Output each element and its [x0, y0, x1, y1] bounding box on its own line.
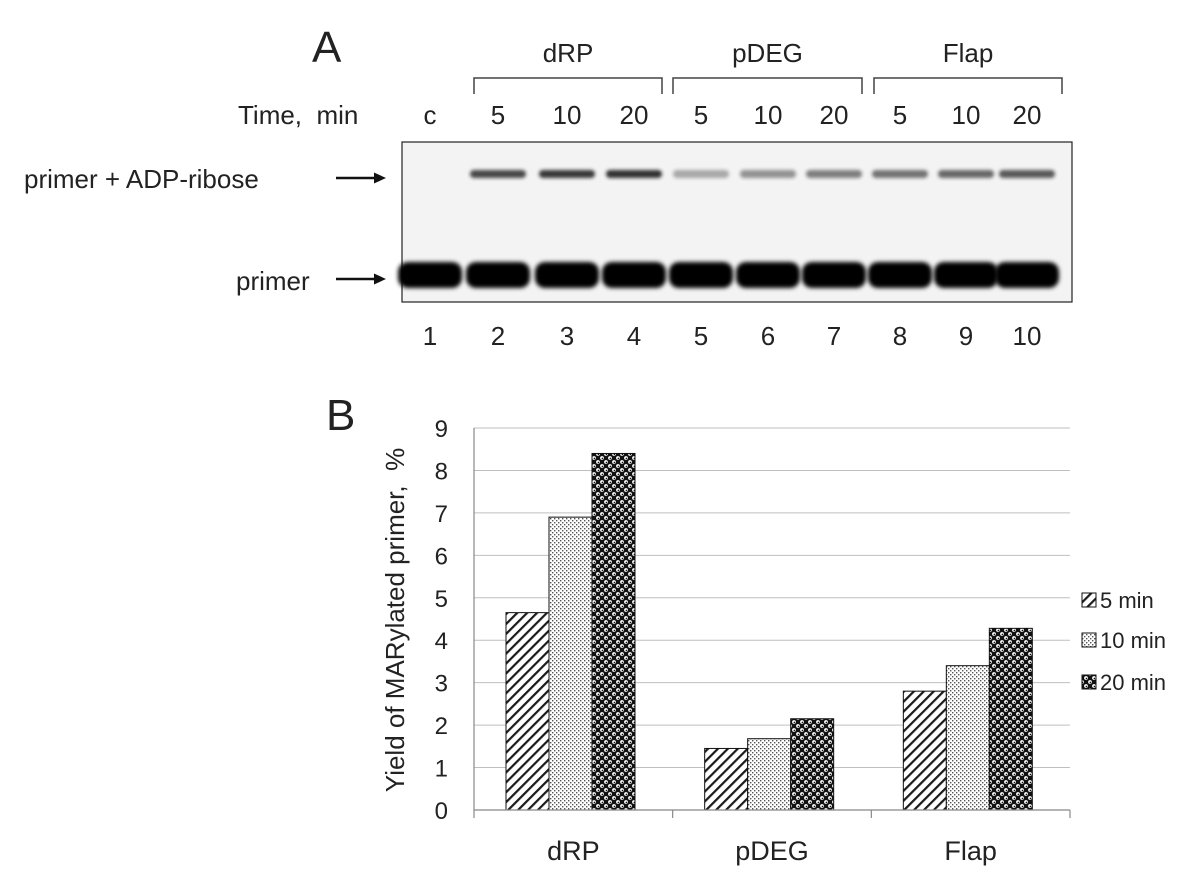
- legend-label: 20 min: [1100, 670, 1166, 695]
- lane-number-label: 3: [560, 321, 574, 351]
- upper-band: [539, 170, 595, 178]
- y-tick-label: 2: [435, 713, 448, 740]
- legend-swatch: [1081, 674, 1097, 690]
- upper-band: [999, 170, 1055, 178]
- upper-band: [470, 170, 526, 178]
- lane-number-label: 1: [423, 321, 437, 351]
- group-label-pdeg: pDEG: [732, 38, 803, 68]
- lane-time-label: 10: [952, 100, 981, 130]
- bar: [591, 452, 636, 811]
- lane-number-label: 7: [827, 321, 841, 351]
- bar: [704, 747, 749, 811]
- primer-band: [602, 262, 666, 288]
- bar: [548, 516, 593, 811]
- primer-band: [995, 262, 1059, 288]
- upper-band: [872, 170, 928, 178]
- y-tick-label: 1: [435, 756, 448, 783]
- y-axis-title: Yield of MARylated primer, %: [380, 448, 410, 792]
- lane-number-label: 2: [491, 321, 505, 351]
- lane-number-label: 6: [761, 321, 775, 351]
- panel-b-label: B: [326, 391, 355, 440]
- bar: [747, 738, 792, 811]
- group-label-drp: dRP: [543, 38, 594, 68]
- panel-a: A dRP pDEG Flap Time, min c 5 10 20 5 10 20 5 10 20…: [24, 23, 1073, 351]
- group-bracket-pdeg: [672, 77, 863, 94]
- upper-band-label: primer + ADP-ribose: [24, 164, 259, 194]
- legend-label: 10 min: [1100, 628, 1166, 653]
- lane-number-label: 8: [893, 321, 907, 351]
- legend-swatch: [1081, 632, 1097, 648]
- group-brackets: dRP pDEG Flap: [473, 38, 1063, 94]
- time-axis-label: Time, min: [238, 100, 358, 130]
- lane-number-label: 4: [627, 321, 641, 351]
- primer-band: [535, 262, 599, 288]
- y-tick-labels: 0 1 2 3 4 5 6 7 8 9: [435, 416, 448, 825]
- axes: [473, 428, 1071, 818]
- group-label-flap: Flap: [943, 38, 994, 68]
- lane-time-label: 5: [893, 100, 907, 130]
- lane-time-label: 5: [491, 100, 505, 130]
- bar: [790, 718, 835, 811]
- bar: [945, 665, 990, 811]
- primer-band: [466, 262, 530, 288]
- lane-number-label: 9: [959, 321, 973, 351]
- lane-time-label: 20: [620, 100, 649, 130]
- y-tick-label: 6: [435, 543, 448, 570]
- lane-time-label: 10: [754, 100, 783, 130]
- y-tick-label: 7: [435, 501, 448, 528]
- bar: [988, 627, 1033, 811]
- x-category-label: pDEG: [735, 836, 809, 866]
- lower-band-label: primer: [236, 266, 310, 296]
- y-tick-label: 4: [435, 628, 448, 655]
- x-category-label: dRP: [547, 836, 600, 866]
- primer-band: [868, 262, 932, 288]
- upper-band: [673, 170, 729, 178]
- lane-time-label: 20: [1013, 100, 1042, 130]
- panel-b: B Yield of MARylated primer, % 0 1 2 3 4 5 6 7 8…: [326, 391, 1166, 866]
- lane-time-label: 20: [820, 100, 849, 130]
- lower-band-arrow: [336, 273, 386, 285]
- bars: [505, 452, 1033, 811]
- lane-time-labels: c 5 10 20 5 10 20 5 10 20: [424, 100, 1042, 130]
- y-tick-label: 8: [435, 458, 448, 485]
- upper-band-arrow: [336, 172, 386, 184]
- lane-number-labels: 1 2 3 4 5 6 7 8 9 10: [423, 321, 1042, 351]
- upper-band: [606, 170, 662, 178]
- y-tick-label: 0: [435, 798, 448, 825]
- upper-band: [938, 170, 994, 178]
- panel-a-label: A: [312, 23, 342, 72]
- lane-number-label: 10: [1013, 321, 1042, 351]
- group-bracket-flap: [873, 77, 1063, 94]
- primer-band: [802, 262, 866, 288]
- y-tick-label: 9: [435, 416, 448, 443]
- legend-label: 5 min: [1100, 588, 1154, 613]
- bar: [505, 612, 550, 811]
- lane-time-label: 10: [553, 100, 582, 130]
- primer-band: [934, 262, 998, 288]
- group-bracket-drp: [473, 77, 663, 94]
- y-tick-label: 3: [435, 671, 448, 698]
- legend-swatch: [1081, 592, 1097, 608]
- primer-band: [669, 262, 733, 288]
- x-category-labels: dRP pDEG Flap: [547, 836, 997, 866]
- lane-time-label: 5: [694, 100, 708, 130]
- primer-band: [736, 262, 800, 288]
- y-tick-label: 5: [435, 586, 448, 613]
- lane-number-label: 5: [694, 321, 708, 351]
- primer-band: [398, 262, 462, 288]
- legend: 5 min 10 min 20 min: [1081, 588, 1166, 695]
- gel-bands: [398, 170, 1059, 288]
- x-category-label: Flap: [944, 836, 997, 866]
- upper-band: [806, 170, 862, 178]
- bar: [902, 690, 947, 811]
- lane-time-label: c: [424, 100, 437, 130]
- upper-band: [740, 170, 796, 178]
